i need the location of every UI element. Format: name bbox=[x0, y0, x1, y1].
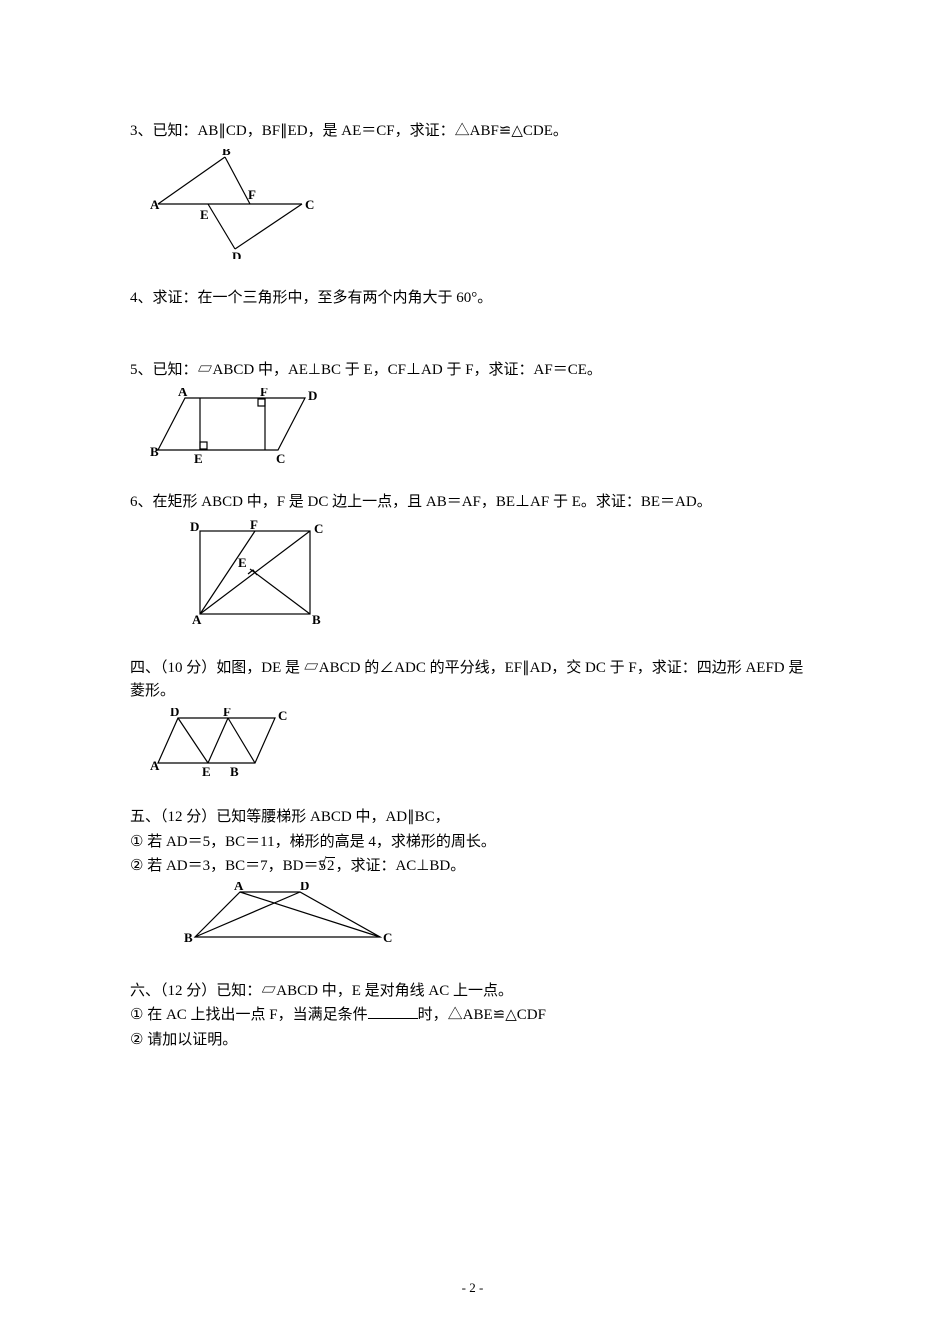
problem-five-line1-text: 若 AD＝5，BC＝11，梯形的高是 4，求梯形的周长。 bbox=[143, 834, 495, 850]
svg-text:A: A bbox=[150, 758, 160, 773]
problem-six: 六、（12 分）已知：▱ABCD 中，E 是对角线 AC 上一点。 ① 在 AC… bbox=[130, 980, 815, 1052]
sqrt-icon: √ bbox=[318, 853, 326, 876]
svg-text:B: B bbox=[222, 149, 231, 158]
svg-text:F: F bbox=[223, 708, 231, 719]
circled-1-icon: ① bbox=[130, 1004, 143, 1027]
problem-5: 5、已知：▱ABCD 中，AE⊥BC 于 E，CF⊥AD 于 F，求证：AF＝C… bbox=[130, 359, 815, 463]
problem-3-label: 3、 bbox=[130, 123, 153, 139]
problem-five-points: （12 分） bbox=[160, 809, 216, 825]
problem-six-line1: ① 在 AC 上找出一点 F，当满足条件 时，△ABE≌△CDF bbox=[130, 1004, 815, 1027]
svg-text:E: E bbox=[194, 451, 203, 463]
problem-six-main: 六、（12 分）已知：▱ABCD 中，E 是对角线 AC 上一点。 bbox=[130, 980, 815, 1003]
svg-text:F: F bbox=[260, 388, 268, 399]
fill-blank bbox=[368, 1004, 418, 1019]
svg-text:D: D bbox=[308, 388, 317, 403]
svg-text:C: C bbox=[383, 930, 392, 945]
svg-text:D: D bbox=[300, 882, 309, 893]
circled-1-icon: ① bbox=[130, 831, 143, 854]
svg-text:A: A bbox=[178, 388, 188, 399]
problem-six-line2: ② 请加以证明。 bbox=[130, 1029, 815, 1052]
problem-six-label: 六、 bbox=[130, 983, 160, 999]
svg-text:A: A bbox=[150, 197, 160, 212]
problem-6-label: 6、 bbox=[130, 494, 153, 510]
svg-text:B: B bbox=[184, 930, 193, 945]
page-number: - 2 - bbox=[0, 1278, 945, 1298]
problem-6-body: 在矩形 ABCD 中，F 是 DC 边上一点，且 AB＝AF，BE⊥AF 于 E… bbox=[153, 494, 712, 510]
svg-text:F: F bbox=[248, 187, 256, 202]
problem-six-line1b: 时，△ABE≌△CDF bbox=[418, 1007, 546, 1023]
problem-six-body: 已知：▱ABCD 中，E 是对角线 AC 上一点。 bbox=[216, 983, 513, 999]
problem-four-points: （10 分） bbox=[160, 660, 216, 676]
svg-text:E: E bbox=[238, 555, 247, 570]
problem-five-body: 已知等腰梯形 ABCD 中，AD∥BC， bbox=[216, 809, 449, 825]
problem-5-body: 已知：▱ABCD 中，AE⊥BC 于 E，CF⊥AD 于 F，求证：AF＝CE。 bbox=[153, 362, 602, 378]
problem-four-body: 如图，DE 是 ▱ABCD 的∠ADC 的平分线，EF∥AD，交 DC 于 F，… bbox=[130, 660, 803, 699]
problem-4-body: 求证：在一个三角形中，至多有两个内角大于 60°。 bbox=[153, 290, 493, 306]
svg-text:B: B bbox=[230, 764, 239, 778]
svg-text:D: D bbox=[170, 708, 179, 719]
problem-4-text: 4、求证：在一个三角形中，至多有两个内角大于 60°。 bbox=[130, 287, 815, 310]
problem-four-text: 四、（10 分）如图，DE 是 ▱ABCD 的∠ADC 的平分线，EF∥AD，交… bbox=[130, 657, 815, 702]
svg-text:C: C bbox=[305, 197, 314, 212]
svg-text:E: E bbox=[200, 207, 209, 222]
problem-four: 四、（10 分）如图，DE 是 ▱ABCD 的∠ADC 的平分线，EF∥AD，交… bbox=[130, 657, 815, 778]
problem-6-text: 6、在矩形 ABCD 中，F 是 DC 边上一点，且 AB＝AF，BE⊥AF 于… bbox=[130, 491, 815, 514]
problem-5-diagram: A F D B E C bbox=[150, 388, 815, 463]
problem-five-line1: ① 若 AD＝5，BC＝11，梯形的高是 4，求梯形的周长。 bbox=[130, 831, 815, 854]
svg-text:D: D bbox=[232, 249, 241, 259]
svg-text:D: D bbox=[190, 519, 199, 534]
problem-five-line2b: ，求证：AC⊥BD。 bbox=[335, 858, 465, 874]
problem-four-diagram: D F C A E B bbox=[150, 708, 815, 778]
problem-3-text: 3、已知：AB∥CD，BF∥ED，是 AE＝CF，求证：△ABF≌△CDE。 bbox=[130, 120, 815, 143]
circled-2-icon: ② bbox=[130, 855, 143, 878]
problem-6-diagram: D F C A B E bbox=[180, 519, 815, 629]
svg-text:B: B bbox=[312, 612, 321, 627]
svg-text:F: F bbox=[250, 519, 258, 532]
svg-text:B: B bbox=[150, 444, 159, 459]
problem-5-text: 5、已知：▱ABCD 中，AE⊥BC 于 E，CF⊥AD 于 F，求证：AF＝C… bbox=[130, 359, 815, 382]
sqrt-value: 2 bbox=[326, 857, 336, 874]
problem-six-line1a: 在 AC 上找出一点 F，当满足条件 bbox=[143, 1007, 367, 1023]
problem-five-line2: ② 若 AD＝3，BC＝7，BD＝52√，求证：AC⊥BD。 bbox=[130, 855, 815, 878]
problem-five: 五、（12 分）已知等腰梯形 ABCD 中，AD∥BC， ① 若 AD＝5，BC… bbox=[130, 806, 815, 952]
sqrt-expression: 2√ bbox=[326, 855, 336, 878]
problem-six-points: （12 分） bbox=[160, 983, 216, 999]
problem-six-line2-text: 请加以证明。 bbox=[143, 1032, 237, 1048]
problem-five-line2a: 若 AD＝3，BC＝7，BD＝5 bbox=[143, 858, 326, 874]
problem-five-main: 五、（12 分）已知等腰梯形 ABCD 中，AD∥BC， bbox=[130, 806, 815, 829]
problem-3-diagram: A B C D E F bbox=[150, 149, 815, 259]
problem-five-diagram: A D B C bbox=[180, 882, 815, 952]
svg-text:E: E bbox=[202, 764, 211, 778]
problem-4-label: 4、 bbox=[130, 290, 153, 306]
svg-text:A: A bbox=[234, 882, 244, 893]
problem-3-body: 已知：AB∥CD，BF∥ED，是 AE＝CF，求证：△ABF≌△CDE。 bbox=[153, 123, 568, 139]
svg-text:C: C bbox=[276, 451, 285, 463]
problem-3: 3、已知：AB∥CD，BF∥ED，是 AE＝CF，求证：△ABF≌△CDE。 A… bbox=[130, 120, 815, 259]
svg-text:C: C bbox=[314, 521, 323, 536]
problem-four-label: 四、 bbox=[130, 660, 160, 676]
circled-2-icon: ② bbox=[130, 1029, 143, 1052]
svg-text:A: A bbox=[192, 612, 202, 627]
problem-5-label: 5、 bbox=[130, 362, 153, 378]
problem-4: 4、求证：在一个三角形中，至多有两个内角大于 60°。 bbox=[130, 287, 815, 310]
problem-five-label: 五、 bbox=[130, 809, 160, 825]
problem-6: 6、在矩形 ABCD 中，F 是 DC 边上一点，且 AB＝AF，BE⊥AF 于… bbox=[130, 491, 815, 630]
svg-text:C: C bbox=[278, 708, 287, 723]
